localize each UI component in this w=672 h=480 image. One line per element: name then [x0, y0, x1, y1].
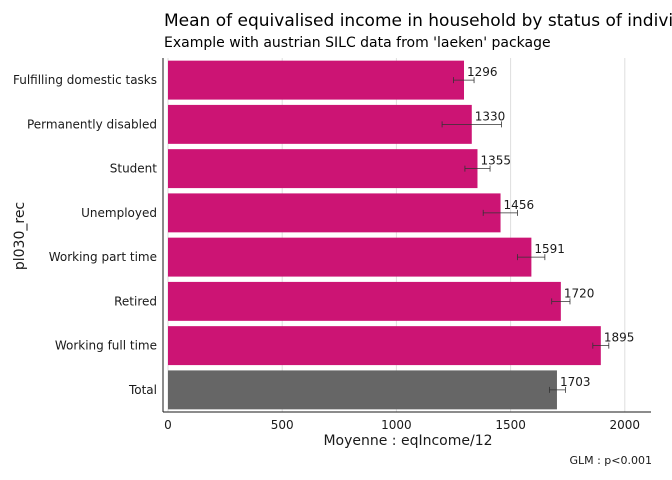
- data-label-0: 1296: [467, 65, 498, 79]
- bar-3: [168, 193, 501, 233]
- bars: [168, 60, 601, 410]
- y-tick-label-7: Total: [128, 383, 157, 397]
- y-tick-labels: Fulfilling domestic tasks Permanently dis…: [13, 73, 157, 397]
- y-tick-label-3: Unemployed: [81, 206, 157, 220]
- bar-2: [168, 149, 478, 189]
- chart-title: Mean of equivalised income in household …: [164, 11, 672, 31]
- y-axis-title: pl030_rec: [12, 202, 28, 270]
- y-tick-label-1: Permanently disabled: [27, 117, 157, 131]
- error-bars: [441, 77, 610, 393]
- data-label-6: 1895: [604, 331, 635, 345]
- data-label-1: 1330: [475, 109, 506, 123]
- bar-7: [168, 370, 557, 410]
- data-labels: 1296 1330 1355 1456 1591 1720 1895 1703: [467, 65, 634, 389]
- data-label-2: 1355: [480, 154, 511, 168]
- bar-5: [168, 281, 561, 321]
- bar-1: [168, 104, 472, 144]
- data-label-3: 1456: [504, 198, 535, 212]
- chart-caption: GLM : p<0.001: [569, 454, 652, 467]
- x-tick-labels: 0 500 1000 1500 2000: [164, 418, 640, 432]
- y-tick-label-4: Working part time: [49, 250, 157, 264]
- x-tick-label-3: 1500: [495, 418, 526, 432]
- bar-6: [168, 326, 601, 366]
- x-tick-label-1: 500: [271, 418, 294, 432]
- data-label-4: 1591: [534, 242, 565, 256]
- y-tick-label-0: Fulfilling domestic tasks: [13, 73, 157, 87]
- y-tick-label-6: Working full time: [55, 339, 157, 353]
- y-tick-label-2: Student: [110, 162, 158, 176]
- x-tick-label-0: 0: [164, 418, 172, 432]
- y-tick-label-5: Retired: [114, 294, 157, 308]
- x-tick-label-4: 2000: [610, 418, 641, 432]
- x-axis-title: Moyenne : eqIncome/12: [323, 433, 492, 449]
- bar-4: [168, 237, 532, 277]
- bar-0: [168, 60, 465, 100]
- chart-subtitle: Example with austrian SILC data from 'la…: [164, 35, 551, 51]
- x-tick-label-2: 1000: [381, 418, 412, 432]
- data-label-7: 1703: [560, 375, 591, 389]
- data-label-5: 1720: [564, 286, 595, 300]
